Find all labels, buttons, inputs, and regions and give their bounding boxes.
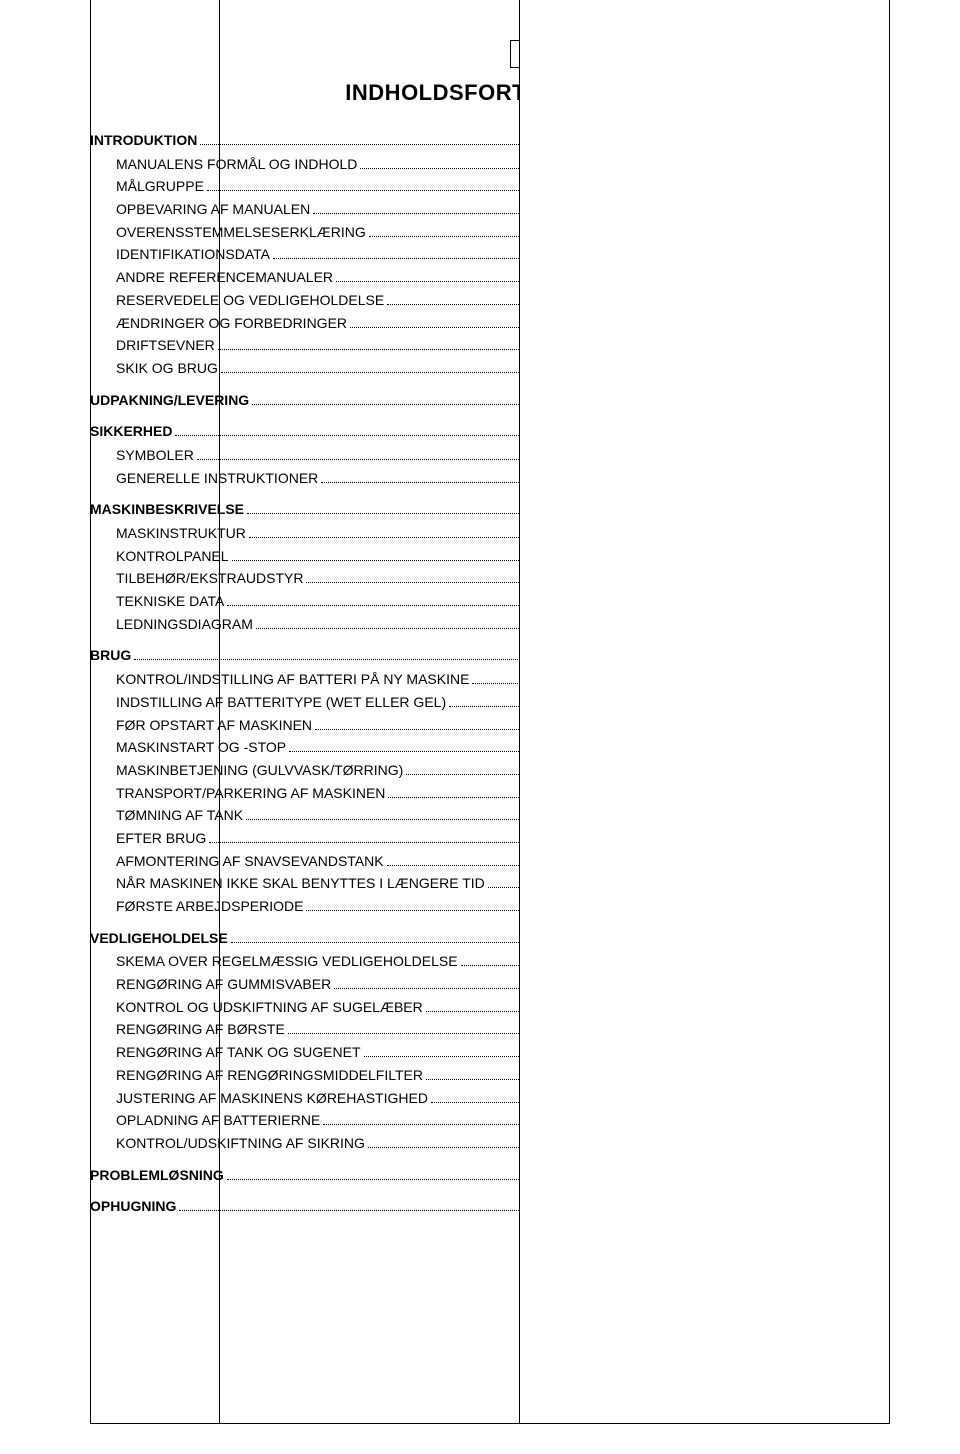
page: BRUGERMANUAL DANSK INDHOLDSFORTEGNELSE I… xyxy=(0,0,960,1454)
footer-model: BA 410 xyxy=(90,0,220,1424)
footer-code: 909 5683 000(3)2008-11 B xyxy=(220,0,520,1424)
footer-row: BA 410 909 5683 000(3)2008-11 B 1 xyxy=(90,0,890,1424)
footer-page-number: 1 xyxy=(520,0,890,1424)
